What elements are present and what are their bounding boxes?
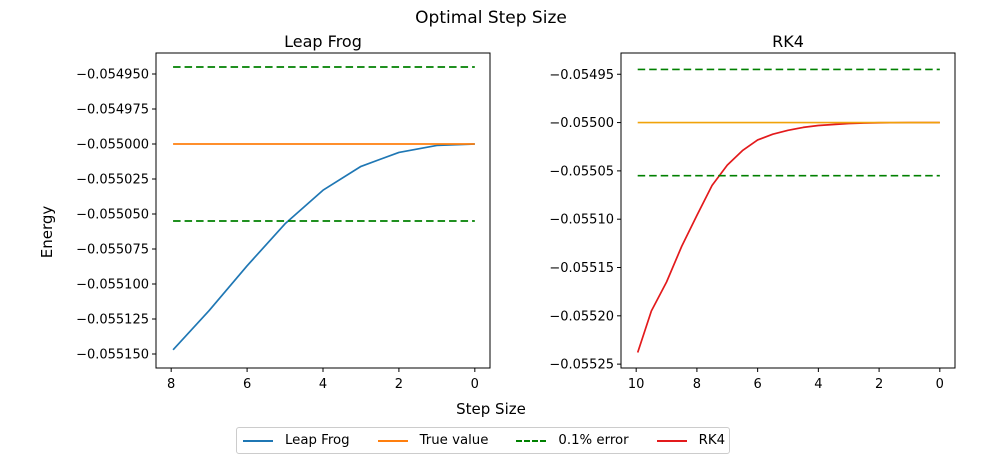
- leap-frog-x-tick-label-4: 0: [471, 377, 479, 392]
- rk4-y-tick-label-4: −0.05515: [549, 261, 614, 276]
- legend-item-error: 0.1% error: [516, 433, 629, 448]
- rk4-y-tick-label-6: −0.05525: [549, 358, 614, 373]
- leap-frog-series-group: [172, 66, 475, 351]
- rk4-y-tick-label-5: −0.05520: [549, 309, 614, 324]
- legend: Leap Frog True value 0.1% error RK4: [236, 427, 730, 454]
- leap-frog-x-tick-label-1: 6: [243, 377, 251, 392]
- rk4-y-tick-label-0: −0.05495: [549, 68, 614, 83]
- leap-frog-y-tick-label-8: −0.055150: [76, 348, 149, 363]
- rk4-x-tick-label-1: 8: [693, 377, 701, 392]
- leap-frog-x-tick-label-3: 2: [395, 377, 403, 392]
- rk4-x-tick-label-4: 2: [875, 377, 883, 392]
- legend-item-true-value: True value: [377, 433, 489, 448]
- rk4-panel-title: RK4: [772, 32, 804, 51]
- leap-frog-panel-title: Leap Frog: [284, 32, 362, 51]
- leap-frog-x-tick-label-2: 4: [319, 377, 327, 392]
- legend-swatch-rk4: [656, 439, 687, 442]
- leap-frog-y-tick-label-2: −0.055000: [76, 138, 149, 153]
- legend-item-rk4: RK4: [656, 433, 726, 448]
- legend-label-true-value: True value: [419, 433, 489, 448]
- figure-suptitle: Optimal Step Size: [415, 8, 567, 28]
- rk4-series-group: [636, 68, 940, 353]
- x-axis-label: Step Size: [456, 400, 526, 418]
- leap-frog-x-tick-label-0: 8: [167, 377, 175, 392]
- leap-frog-y-tick-label-0: −0.054950: [76, 68, 149, 83]
- leap-frog-y-tick-label-3: −0.055025: [76, 173, 149, 188]
- rk4-plot-frame: [620, 52, 956, 369]
- rk4-x-tick-label-5: 0: [936, 377, 944, 392]
- rk4-series-rk4-0: [636, 121, 940, 353]
- rk4-x-tick-label-2: 6: [753, 377, 761, 392]
- leap-frog-y-tick-label-7: −0.055125: [76, 313, 149, 328]
- y-axis-label: Energy: [38, 206, 56, 259]
- right-panel: RK4 10 8 6 4 2 0 −0.05495 −0.05500 −0.05505 −0.055…: [549, 32, 956, 392]
- rk4-y-tick-label-2: −0.05505: [549, 164, 614, 179]
- legend-label-leap-frog: Leap Frog: [285, 433, 350, 448]
- leap-frog-y-tick-label-6: −0.055100: [76, 278, 149, 293]
- leap-frog-y-tick-label-4: −0.055050: [76, 208, 149, 223]
- leap-frog-y-tick-label-5: −0.055075: [76, 243, 149, 258]
- legend-label-error: 0.1% error: [558, 433, 629, 448]
- legend-swatch-leap-frog: [243, 439, 273, 442]
- legend-label-rk4: RK4: [698, 433, 726, 448]
- rk4-x-tick-label-0: 10: [628, 377, 645, 392]
- leap-frog-plot-frame: [155, 52, 491, 369]
- legend-swatch-error: [516, 439, 547, 442]
- legend-swatch-true-value: [377, 439, 408, 442]
- rk4-x-tick-label-3: 4: [814, 377, 822, 392]
- rk4-y-tick-label-3: −0.05510: [549, 213, 614, 228]
- rk4-y-tick-label-1: −0.05500: [549, 116, 614, 131]
- leap-frog-series-leap-frog-0: [172, 143, 475, 351]
- leap-frog-y-tick-label-1: −0.054975: [76, 103, 149, 118]
- left-panel: Leap Frog 8 6 4 2 0 −0.054950 −0.054975 −0.05500…: [76, 32, 491, 392]
- legend-item-leap-frog: Leap Frog: [243, 433, 350, 448]
